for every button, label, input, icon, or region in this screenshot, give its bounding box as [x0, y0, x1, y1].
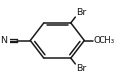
Text: N: N — [0, 36, 7, 45]
Text: O: O — [94, 36, 101, 45]
Text: CH₃: CH₃ — [99, 36, 115, 45]
Text: Br: Br — [76, 64, 86, 73]
Text: Br: Br — [76, 8, 86, 17]
